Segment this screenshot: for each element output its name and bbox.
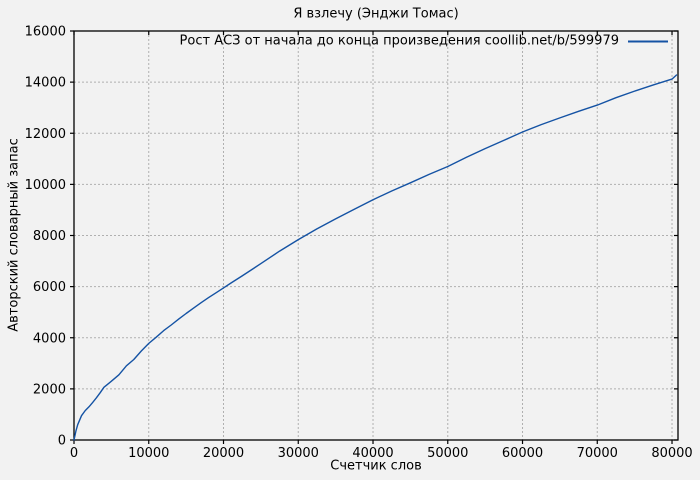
x-tick-label: 40000	[352, 446, 393, 461]
chart-title: Я взлечу (Энджи Томас)	[293, 6, 459, 22]
y-tick-label: 4000	[33, 331, 66, 346]
y-tick-label: 14000	[25, 76, 66, 91]
series-line	[73, 74, 678, 441]
y-tick-label: 6000	[33, 280, 66, 295]
y-tick-label: 10000	[25, 178, 66, 193]
x-tick-label: 10000	[128, 446, 169, 461]
x-tick-label: 60000	[502, 446, 543, 461]
x-tick-label: 20000	[203, 446, 244, 461]
y-tick-label: 16000	[25, 25, 66, 40]
x-tick-label: 70000	[577, 446, 618, 461]
y-tick-label: 0	[58, 434, 66, 449]
legend: Рост АСЗ от начала до конца произведения…	[180, 34, 668, 49]
y-tick-label: 2000	[33, 382, 66, 397]
x-tick-label: 30000	[278, 446, 319, 461]
legend-label: Рост АСЗ от начала до конца произведения…	[179, 33, 619, 49]
x-axis-label: Счетчик слов	[330, 458, 422, 474]
legend-line-sample	[628, 40, 668, 42]
x-tick-label: 80000	[651, 446, 692, 461]
x-tick-label: 50000	[427, 446, 468, 461]
x-tick-label: 0	[70, 446, 78, 461]
y-tick-label: 8000	[33, 229, 66, 244]
y-tick-label: 12000	[25, 127, 66, 142]
